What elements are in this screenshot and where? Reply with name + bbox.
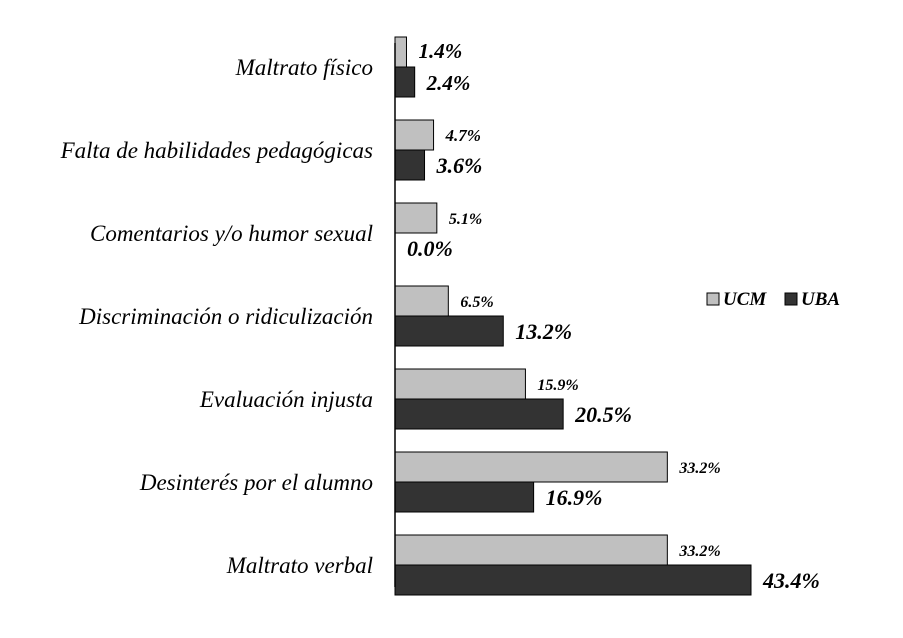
value-label-uba-comentarios-y-o-humor-sexual: 0.0% xyxy=(407,236,453,261)
bar-ucm-evaluacion-injusta xyxy=(394,368,526,400)
category-label-discriminacion-o-ridiculizacion: Discriminación o ridiculización xyxy=(78,304,373,329)
value-label-ucm-maltrato-fisico: 1.4% xyxy=(418,39,462,63)
category-label-comentarios-y-o-humor-sexual: Comentarios y/o humor sexual xyxy=(90,221,373,246)
bar-uba-maltrato-verbal xyxy=(394,564,752,596)
legend: UCM UBA xyxy=(706,289,840,310)
value-label-ucm-evaluacion-injusta: 15.9% xyxy=(537,377,578,394)
bar-ucm-maltrato-verbal xyxy=(394,534,668,566)
bar-uba-maltrato-fisico xyxy=(394,66,416,98)
value-label-uba-desinteres-por-el-alumno: 16.9% xyxy=(546,485,603,510)
bar-ucm-comentarios-y-o-humor-sexual xyxy=(394,202,438,234)
value-label-uba-discriminacion-o-ridiculizacion: 13.2% xyxy=(515,319,572,344)
category-label-desinteres-por-el-alumno: Desinterés por el alumno xyxy=(139,470,373,495)
bar-uba-desinteres-por-el-alumno xyxy=(394,481,535,513)
category-label-maltrato-verbal: Maltrato verbal xyxy=(226,553,373,578)
value-label-uba-maltrato-fisico: 2.4% xyxy=(426,71,471,95)
value-label-uba-falta-de-habilidades-pedagogicas: 3.6% xyxy=(436,153,483,178)
category-labels-group: Maltrato físico Falta de habilidades peda… xyxy=(60,55,373,578)
bars-group xyxy=(394,36,752,596)
bar-ucm-falta-de-habilidades-pedagogicas xyxy=(394,119,435,151)
value-label-ucm-discriminacion-o-ridiculizacion: 6.5% xyxy=(460,294,493,311)
value-label-ucm-desinteres-por-el-alumno: 33.2% xyxy=(678,460,720,477)
bar-ucm-maltrato-fisico xyxy=(394,36,407,68)
category-label-falta-de-habilidades-pedagogicas: Falta de habilidades pedagógicas xyxy=(60,138,373,163)
bar-uba-discriminacion-o-ridiculizacion xyxy=(394,315,504,347)
category-label-evaluacion-injusta: Evaluación injusta xyxy=(199,387,373,412)
category-label-maltrato-fisico: Maltrato físico xyxy=(235,55,373,80)
value-label-ucm-comentarios-y-o-humor-sexual: 5.1% xyxy=(449,211,482,228)
value-label-uba-evaluacion-injusta: 20.5% xyxy=(574,402,632,427)
value-labels-group: 1.4% 2.4% 4.7% 3.6% 5.1% 0.0% 6.5% 13.2% 15.9% 20… xyxy=(407,39,820,593)
value-label-uba-maltrato-verbal: 43.4% xyxy=(762,568,820,593)
bar-ucm-desinteres-por-el-alumno xyxy=(394,451,668,483)
bar-uba-falta-de-habilidades-pedagogicas xyxy=(394,149,426,181)
value-label-ucm-maltrato-verbal: 33.2% xyxy=(678,543,720,560)
legend-label-uba: UBA xyxy=(801,289,840,310)
bar-ucm-discriminacion-o-ridiculizacion xyxy=(394,285,449,317)
legend-label-ucm: UCM xyxy=(723,289,767,310)
legend-swatch-ucm xyxy=(706,292,720,306)
legend-swatch-uba xyxy=(784,292,798,306)
bar-uba-evaluacion-injusta xyxy=(394,398,564,430)
value-label-ucm-falta-de-habilidades-pedagogicas: 4.7% xyxy=(445,126,481,145)
